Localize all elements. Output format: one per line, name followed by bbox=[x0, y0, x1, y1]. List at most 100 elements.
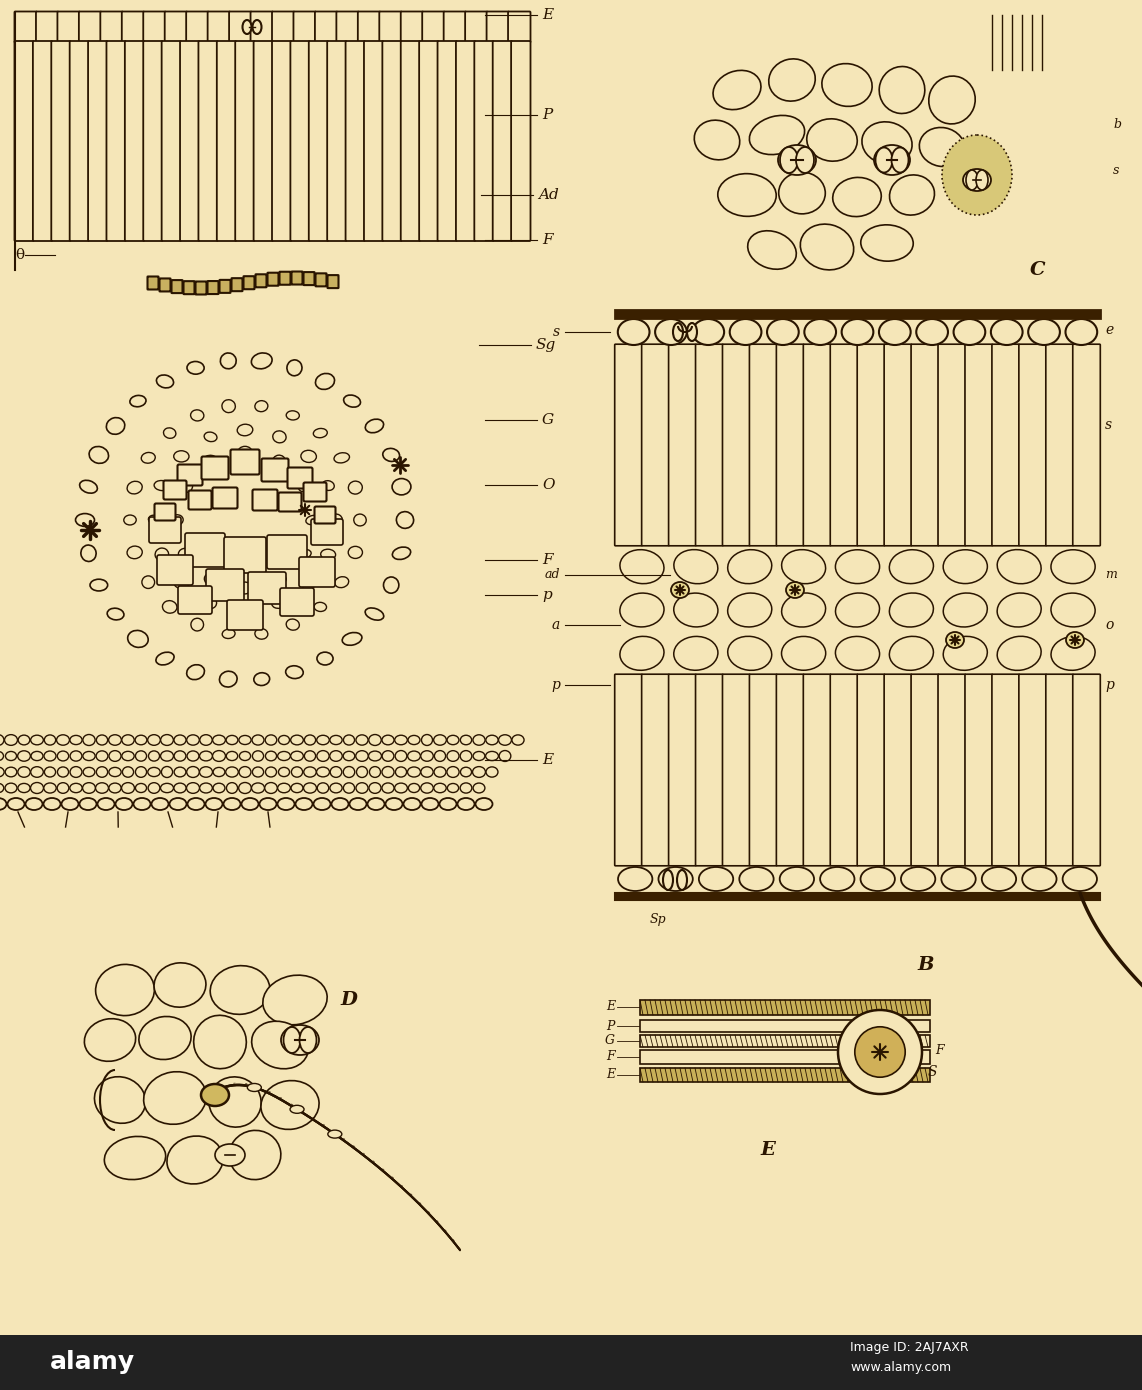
Ellipse shape bbox=[239, 783, 251, 794]
Ellipse shape bbox=[96, 965, 154, 1016]
Ellipse shape bbox=[381, 766, 394, 777]
Ellipse shape bbox=[434, 784, 447, 792]
FancyBboxPatch shape bbox=[248, 573, 286, 605]
Ellipse shape bbox=[265, 767, 276, 777]
FancyBboxPatch shape bbox=[308, 40, 328, 240]
Ellipse shape bbox=[677, 870, 687, 890]
Ellipse shape bbox=[226, 735, 238, 745]
Ellipse shape bbox=[278, 783, 290, 792]
Ellipse shape bbox=[618, 867, 652, 891]
Ellipse shape bbox=[316, 735, 329, 745]
Ellipse shape bbox=[291, 784, 303, 792]
Ellipse shape bbox=[321, 549, 336, 560]
Ellipse shape bbox=[108, 751, 121, 762]
Ellipse shape bbox=[434, 735, 447, 745]
Ellipse shape bbox=[1062, 867, 1097, 891]
Ellipse shape bbox=[1065, 318, 1097, 345]
FancyBboxPatch shape bbox=[777, 345, 804, 546]
Ellipse shape bbox=[892, 147, 909, 172]
FancyBboxPatch shape bbox=[443, 11, 466, 43]
Ellipse shape bbox=[278, 798, 295, 810]
Bar bbox=[616, 310, 1100, 318]
Ellipse shape bbox=[408, 767, 420, 777]
Ellipse shape bbox=[1022, 867, 1056, 891]
FancyBboxPatch shape bbox=[337, 11, 359, 43]
Ellipse shape bbox=[997, 594, 1042, 627]
Ellipse shape bbox=[879, 67, 925, 114]
FancyBboxPatch shape bbox=[219, 279, 231, 293]
FancyBboxPatch shape bbox=[315, 274, 327, 286]
FancyBboxPatch shape bbox=[642, 345, 669, 546]
Ellipse shape bbox=[694, 120, 740, 160]
Ellipse shape bbox=[855, 1027, 906, 1077]
FancyBboxPatch shape bbox=[858, 674, 885, 866]
Ellipse shape bbox=[673, 322, 683, 341]
Ellipse shape bbox=[259, 798, 276, 810]
Ellipse shape bbox=[316, 751, 329, 762]
FancyBboxPatch shape bbox=[70, 40, 89, 240]
FancyBboxPatch shape bbox=[212, 488, 238, 509]
Ellipse shape bbox=[386, 798, 402, 810]
Ellipse shape bbox=[328, 514, 343, 525]
FancyBboxPatch shape bbox=[642, 674, 669, 866]
Ellipse shape bbox=[186, 664, 204, 680]
Ellipse shape bbox=[123, 516, 136, 525]
Ellipse shape bbox=[152, 798, 169, 810]
Ellipse shape bbox=[43, 783, 56, 794]
Ellipse shape bbox=[174, 783, 186, 792]
Ellipse shape bbox=[395, 735, 408, 745]
FancyBboxPatch shape bbox=[357, 11, 380, 43]
Ellipse shape bbox=[659, 867, 693, 891]
Ellipse shape bbox=[89, 446, 108, 463]
FancyBboxPatch shape bbox=[314, 506, 336, 524]
Ellipse shape bbox=[134, 798, 151, 810]
Ellipse shape bbox=[31, 767, 43, 777]
Ellipse shape bbox=[890, 175, 934, 215]
Ellipse shape bbox=[85, 1019, 136, 1062]
Text: p: p bbox=[542, 588, 552, 602]
Ellipse shape bbox=[316, 767, 329, 777]
Ellipse shape bbox=[174, 735, 186, 745]
FancyBboxPatch shape bbox=[401, 40, 420, 240]
Ellipse shape bbox=[344, 752, 355, 760]
Ellipse shape bbox=[212, 735, 225, 745]
FancyBboxPatch shape bbox=[88, 40, 107, 240]
Ellipse shape bbox=[408, 735, 420, 745]
FancyBboxPatch shape bbox=[830, 345, 858, 546]
FancyBboxPatch shape bbox=[884, 674, 911, 866]
Ellipse shape bbox=[304, 783, 316, 794]
Ellipse shape bbox=[161, 766, 172, 777]
Ellipse shape bbox=[142, 575, 154, 588]
Text: F: F bbox=[542, 553, 553, 567]
Ellipse shape bbox=[287, 360, 301, 375]
Ellipse shape bbox=[349, 798, 367, 810]
Ellipse shape bbox=[265, 751, 276, 760]
Bar bbox=[640, 1049, 930, 1063]
Ellipse shape bbox=[473, 735, 485, 745]
Ellipse shape bbox=[786, 582, 804, 598]
Ellipse shape bbox=[1065, 632, 1084, 648]
Ellipse shape bbox=[96, 735, 107, 745]
FancyBboxPatch shape bbox=[243, 277, 255, 289]
FancyBboxPatch shape bbox=[178, 587, 212, 614]
Ellipse shape bbox=[395, 767, 407, 777]
Ellipse shape bbox=[460, 767, 472, 777]
Ellipse shape bbox=[155, 548, 169, 560]
Ellipse shape bbox=[447, 767, 459, 777]
Ellipse shape bbox=[838, 1011, 922, 1094]
Ellipse shape bbox=[447, 751, 459, 762]
Ellipse shape bbox=[434, 767, 447, 777]
Ellipse shape bbox=[671, 582, 689, 598]
Ellipse shape bbox=[70, 784, 82, 792]
Ellipse shape bbox=[801, 224, 854, 270]
Ellipse shape bbox=[420, 751, 433, 762]
Ellipse shape bbox=[248, 1083, 262, 1091]
FancyBboxPatch shape bbox=[437, 40, 457, 240]
Ellipse shape bbox=[356, 766, 368, 777]
Ellipse shape bbox=[330, 767, 341, 777]
FancyBboxPatch shape bbox=[272, 11, 295, 43]
Ellipse shape bbox=[383, 751, 394, 762]
FancyBboxPatch shape bbox=[401, 11, 424, 43]
FancyBboxPatch shape bbox=[199, 40, 218, 240]
FancyBboxPatch shape bbox=[299, 557, 335, 587]
